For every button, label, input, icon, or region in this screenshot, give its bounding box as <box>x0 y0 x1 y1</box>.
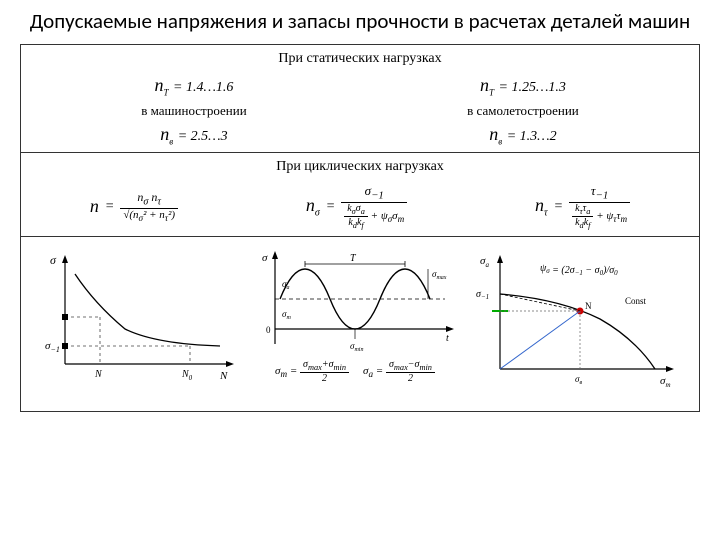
static-heading: При статических нагрузках <box>31 51 689 67</box>
eq-sigma-a: σa = σmax−σmin2 <box>363 359 435 384</box>
nt-val-l: = 1.4…1.6 <box>173 80 233 95</box>
nv-var-r: n <box>489 124 498 144</box>
nv-var-l: n <box>160 124 169 144</box>
svg-text:N: N <box>94 369 103 380</box>
svg-text:0: 0 <box>266 325 271 335</box>
svg-text:t: t <box>446 333 449 344</box>
eq-sigma-m: σm = σmax+σmin2 <box>275 359 349 384</box>
svg-text:T: T <box>350 253 357 264</box>
nt-val-r: = 1.25…1.3 <box>499 80 566 95</box>
haigh-chart: σa σm ψσ = (2σ−1 − σ0)/σ0 σ−1 N Co <box>470 249 680 399</box>
f1-lhs: n <box>90 196 99 217</box>
nt-var-r: n <box>480 75 489 95</box>
formula-ntau: nτ = τ−1 kττakdkf + ψττm <box>535 183 630 230</box>
svg-text:σmax: σmax <box>432 269 447 281</box>
svg-text:N: N <box>219 370 228 382</box>
formula-nsigma: nσ = σ−1 kσσakdkf + ψσσm <box>306 183 407 230</box>
cycle-wave-block: σ t 0 T σmax σa <box>250 249 460 384</box>
static-left-col: nT = 1.4…1.6 в машиностроении nв = 2.5…3 <box>141 75 246 146</box>
content-frame: При статических нагрузках nT = 1.4…1.6 в… <box>20 44 700 412</box>
nt-sub-l: T <box>163 88 168 98</box>
svg-text:σв: σв <box>575 374 582 386</box>
svg-text:Const: Const <box>625 296 647 306</box>
svg-text:σm: σm <box>660 375 671 389</box>
svg-text:σ−1: σ−1 <box>476 289 489 301</box>
diagrams-section: σ N σ−1 N N0 <box>21 237 699 411</box>
nv-val-r: = 1.3…2 <box>507 129 557 144</box>
nt-sub-r: T <box>489 88 494 98</box>
nv-sub-r: в <box>498 136 502 146</box>
cyclic-section: При циклических нагрузках n = nσ nτ √(nσ… <box>21 153 699 237</box>
right-label: в самолетостроении <box>467 103 579 118</box>
page-title: Допускаемые напряжения и запасы прочност… <box>20 8 700 34</box>
nv-val-l: = 2.5…3 <box>178 129 228 144</box>
sn-curve-chart: σ N σ−1 N N0 <box>40 249 240 399</box>
cyclic-heading: При циклических нагрузках <box>31 159 689 175</box>
f1-eq: = <box>105 199 114 215</box>
svg-text:ψσ = (2σ−1 − σ0)/σ0: ψσ = (2σ−1 − σ0)/σ0 <box>540 263 618 277</box>
svg-text:N: N <box>585 301 592 311</box>
svg-text:σm: σm <box>282 309 291 321</box>
svg-text:σmin: σmin <box>350 341 363 353</box>
nv-sub-l: в <box>169 136 173 146</box>
svg-text:σ: σ <box>262 252 268 264</box>
cycle-wave-chart: σ t 0 T σmax σa <box>250 249 460 359</box>
svg-text:σ−1: σ−1 <box>45 340 60 354</box>
static-section: При статических нагрузках nT = 1.4…1.6 в… <box>21 45 699 153</box>
svg-text:σa: σa <box>480 255 489 269</box>
left-label: в машиностроении <box>141 103 246 118</box>
formula-n: n = nσ nτ √(nσ² + nτ²) <box>90 190 178 223</box>
static-right-col: nT = 1.25…1.3 в самолетостроении nв = 1.… <box>467 75 579 146</box>
svg-text:σ: σ <box>50 253 57 267</box>
svg-text:N0: N0 <box>181 369 193 382</box>
